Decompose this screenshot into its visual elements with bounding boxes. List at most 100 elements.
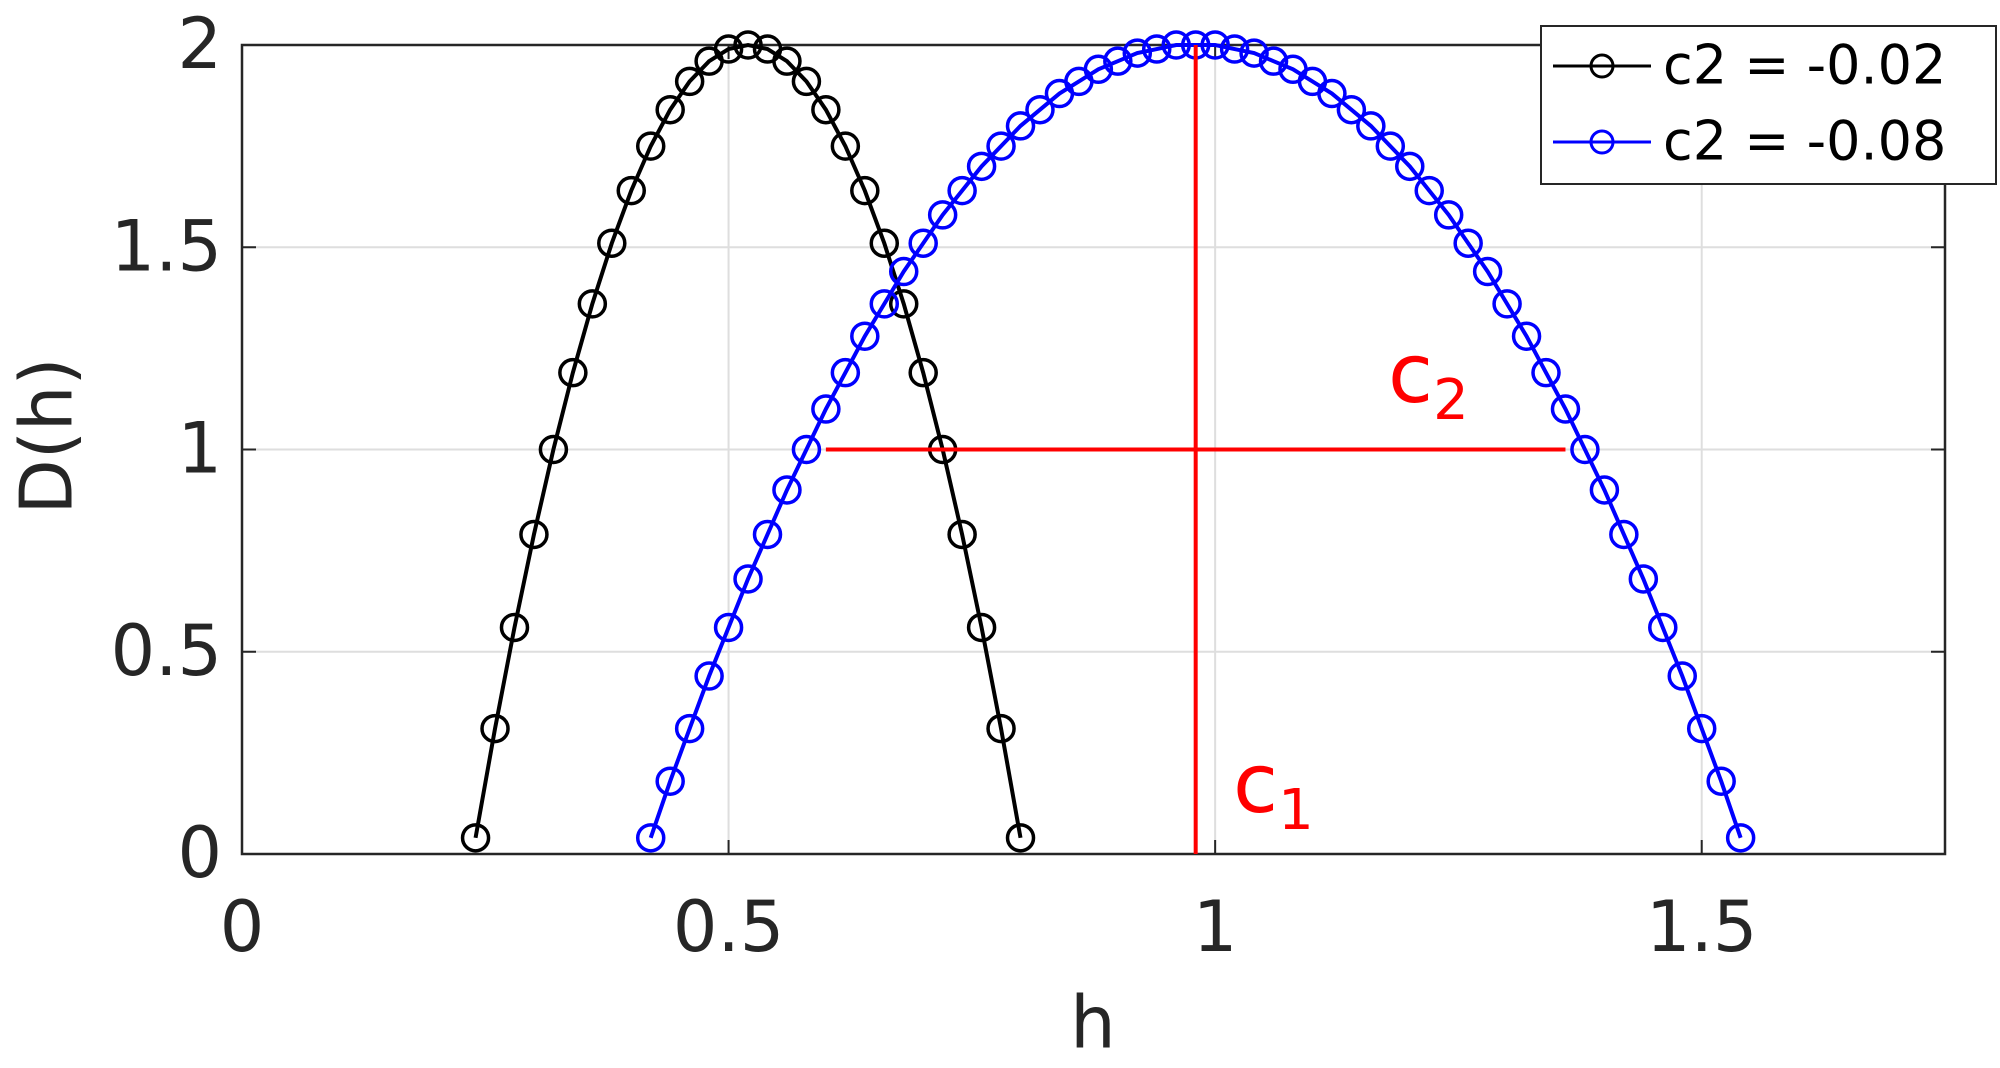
data-point (966, 612, 997, 643)
data-point (1511, 321, 1542, 351)
data-point (1219, 34, 1250, 64)
data-point (635, 823, 666, 853)
data-point (1667, 661, 1698, 691)
data-point (597, 228, 627, 258)
data-point (1142, 34, 1172, 64)
x-tick-label: 0.5 (673, 886, 784, 968)
data-point (1472, 256, 1503, 287)
data-point (694, 661, 724, 691)
annotation: c1 (1233, 737, 1314, 843)
data-point (986, 131, 1016, 161)
data-point (655, 94, 685, 125)
data-point (1550, 394, 1581, 424)
data-point (908, 228, 938, 258)
annotation: c2 (1388, 327, 1469, 433)
y-axis-label: D(h) (5, 357, 89, 514)
y-tick-label: 2 (177, 3, 222, 85)
data-point (1317, 78, 1347, 109)
data-point (713, 612, 744, 643)
data-point (1395, 151, 1425, 182)
data-point (577, 289, 608, 319)
data-point (1083, 54, 1114, 85)
annotation-text: c (1388, 327, 1433, 422)
data-point (1336, 94, 1367, 125)
series-line (473, 42, 1023, 839)
data-point (1433, 200, 1464, 230)
data-point (1706, 766, 1736, 796)
data-point (811, 94, 841, 125)
annotation-subscript: 1 (1278, 778, 1314, 843)
data-point (1686, 713, 1717, 744)
data-point (1648, 612, 1678, 643)
data-point (908, 357, 938, 388)
data-point (635, 131, 666, 161)
data-point (752, 519, 783, 550)
data-point (733, 30, 763, 60)
annotation-subscript: 2 (1433, 368, 1469, 433)
x-axis-label: h (1070, 981, 1116, 1065)
legend-box (1540, 25, 1997, 185)
data-point (1161, 30, 1191, 60)
data-point (1453, 228, 1483, 258)
data-point (558, 357, 588, 388)
plot-frame (240, 43, 1947, 856)
legend-label: c2 = -0.08 (1663, 110, 1946, 173)
data-point (1531, 357, 1561, 388)
data-point (850, 175, 880, 206)
data-point (1356, 111, 1386, 141)
data-point (519, 519, 549, 550)
data-point (791, 434, 822, 465)
y-tick-label: 0 (177, 812, 222, 894)
data-point (1258, 46, 1289, 76)
y-tick-label: 1.5 (111, 205, 222, 287)
data-point (947, 175, 977, 206)
data-point (538, 434, 569, 465)
data-point (869, 228, 900, 258)
data-point (1414, 175, 1444, 206)
x-tick-label: 1.5 (1646, 886, 1757, 968)
legend: c2 = -0.02 c2 = -0.08 (1540, 25, 1997, 185)
data-point (1725, 823, 1756, 853)
data-point (966, 151, 997, 182)
data-point (927, 200, 958, 230)
data-point (888, 289, 919, 319)
data-point (1005, 823, 1036, 853)
data-point (713, 34, 744, 64)
data-point (888, 256, 919, 287)
x-tick-label: 1 (1193, 886, 1238, 968)
y-tick-label: 0.5 (111, 610, 222, 692)
data-point (772, 46, 802, 76)
x-tick-label: 0 (220, 886, 265, 968)
data-point (1239, 38, 1269, 68)
data-point (791, 66, 822, 97)
legend-label: c2 = -0.02 (1663, 34, 1946, 97)
data-point (1200, 30, 1230, 60)
data-point (830, 131, 861, 161)
data-point (1492, 289, 1522, 319)
data-point (772, 475, 802, 505)
data-point (499, 612, 530, 643)
data-point (811, 394, 841, 424)
data-point (830, 357, 861, 388)
data-point (655, 766, 685, 796)
data-point (1122, 38, 1153, 68)
data-point (733, 564, 763, 594)
data-point (1005, 111, 1036, 141)
data-point (674, 66, 705, 97)
data-point (1570, 434, 1600, 465)
data-point (1375, 131, 1406, 161)
annotation-text: c (1233, 737, 1278, 832)
data-point (850, 321, 880, 351)
data-point (869, 289, 900, 319)
data-point (1025, 94, 1055, 125)
data-point (674, 713, 705, 744)
legend-marker (1589, 53, 1615, 79)
data-point (480, 713, 510, 744)
data-point (1628, 564, 1659, 594)
data-point (1609, 519, 1639, 550)
data-point (947, 519, 977, 550)
data-point (1589, 475, 1620, 505)
y-tick-label: 1 (177, 408, 222, 490)
